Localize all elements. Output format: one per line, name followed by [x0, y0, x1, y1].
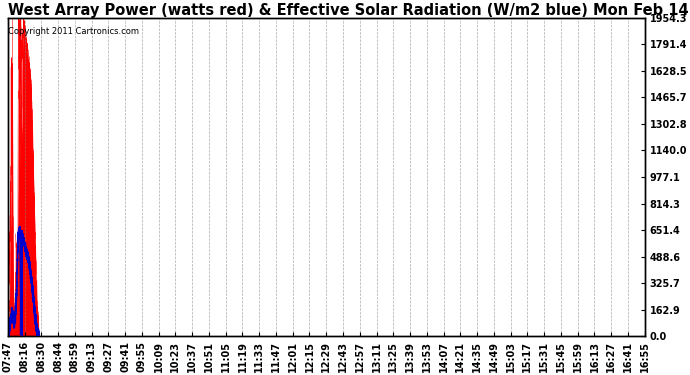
Text: Copyright 2011 Cartronics.com: Copyright 2011 Cartronics.com	[8, 27, 139, 36]
Text: West Array Power (watts red) & Effective Solar Radiation (W/m2 blue) Mon Feb 14 : West Array Power (watts red) & Effective…	[8, 3, 690, 18]
